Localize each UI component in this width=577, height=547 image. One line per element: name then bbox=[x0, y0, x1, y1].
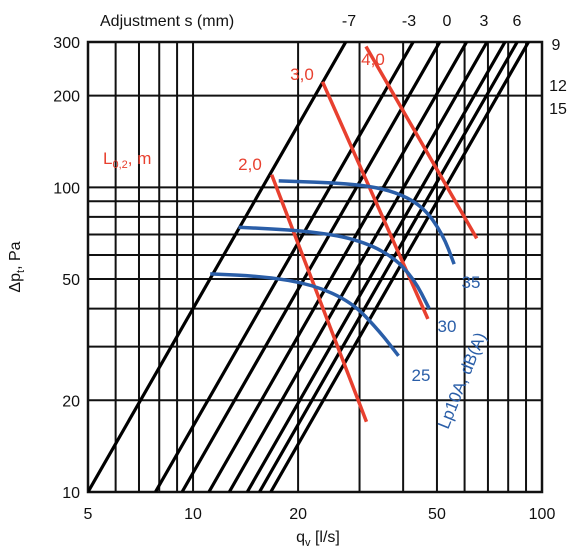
x-tick-label: 100 bbox=[529, 506, 556, 523]
throw-label-3-0: 3,0 bbox=[290, 65, 314, 84]
sound-curve-25 bbox=[210, 272, 400, 357]
sound-label-25: 25 bbox=[412, 366, 431, 385]
plot-frame bbox=[86, 40, 544, 494]
sound-label-35: 35 bbox=[462, 273, 481, 292]
x-tick-label: 20 bbox=[289, 506, 307, 523]
y-tick-label: 100 bbox=[53, 180, 80, 197]
sound-curve-30 bbox=[238, 225, 431, 310]
adjustment-label-s15: 15 bbox=[549, 101, 567, 118]
throw-line-4-0 bbox=[364, 45, 479, 240]
throw-line-3-0 bbox=[320, 81, 430, 320]
x-tick-label: 5 bbox=[84, 506, 93, 523]
y-tick-label: 50 bbox=[62, 272, 80, 289]
adjustment-line-s0 bbox=[180, 42, 442, 492]
adjustment-label-s-3: -3 bbox=[402, 13, 416, 30]
adjustment-label-s9: 9 bbox=[552, 37, 561, 54]
x-axis-title: qv [l/s] bbox=[296, 529, 340, 547]
y-axis-title: Δpt, Pa bbox=[7, 241, 27, 292]
adjustment-line-s6 bbox=[227, 42, 489, 492]
y-tick-label: 200 bbox=[53, 89, 80, 106]
throw-line-2-0 bbox=[270, 174, 369, 423]
x-tick-label: 10 bbox=[184, 506, 202, 523]
y-tick-label: 20 bbox=[62, 393, 80, 410]
adjustment-line-s15 bbox=[269, 42, 531, 492]
adjustment-lines bbox=[88, 42, 531, 492]
throw-label-4-0: 4,0 bbox=[361, 50, 385, 69]
adjustment-label-s6: 6 bbox=[513, 13, 522, 30]
adjustment-line-s12 bbox=[258, 42, 520, 492]
sound-curve-35 bbox=[278, 179, 456, 265]
throw-label-2-0: 2,0 bbox=[238, 155, 262, 174]
sound-level-title: Lp10A, dB(A) bbox=[434, 330, 490, 432]
adjustment-title: Adjustment s (mm) bbox=[100, 13, 234, 30]
adjustment-label-s12: 12 bbox=[549, 78, 567, 95]
throw-length-title: L0,2, m bbox=[103, 149, 151, 171]
adjustment-label-s3: 3 bbox=[480, 13, 489, 30]
adjustment-line-s-7 bbox=[88, 42, 348, 492]
y-tick-label: 10 bbox=[62, 485, 80, 502]
adjustment-label-s0: 0 bbox=[443, 13, 452, 30]
y-tick-label: 300 bbox=[53, 35, 80, 52]
sound-label-30: 30 bbox=[438, 317, 457, 336]
adjustment-label-s-7: -7 bbox=[342, 13, 356, 30]
adjustment-line-s-3 bbox=[154, 42, 415, 492]
x-tick-label: 50 bbox=[428, 506, 446, 523]
